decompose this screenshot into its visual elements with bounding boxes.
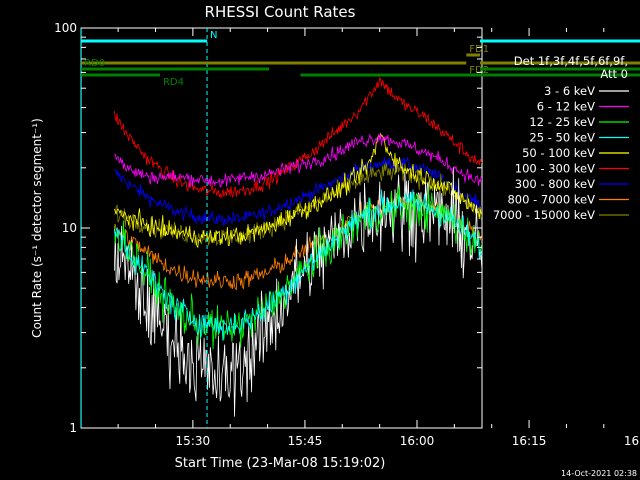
y-tick-label-3: 100: [54, 21, 77, 35]
legend-detector-label: Det 1f,3f,4f,5f,6f,9f,: [514, 54, 628, 68]
legend-label-1: 3 - 6 keV: [544, 84, 595, 98]
state-bar-label-fd1: FD1: [469, 44, 489, 55]
series-line-12-25-kev: [114, 185, 482, 350]
legend: Det 1f,3f,4f,5f,6f,9f, Att 0 3 - 6 keV 6 …: [493, 54, 629, 222]
legend-label-3: 12 - 25 keV: [529, 115, 595, 129]
x-axis-label: Start Time (23-Mar-08 15:19:02): [175, 456, 386, 471]
legend-label-7: 300 - 800 keV: [515, 177, 595, 191]
y-tick-label-2: 10: [62, 221, 77, 235]
series-line-6-12-kev: [114, 133, 482, 188]
legend-label-9: 7000 - 15000 keV: [493, 208, 595, 222]
series-line-25-50-kev: [114, 189, 482, 341]
x-tick-label-1: 15:30: [176, 434, 211, 448]
legend-label-4: 25 - 50 keV: [529, 131, 595, 145]
annotation-layer: N FD1 FD2 RD0 RD4: [80, 28, 640, 428]
legend-label-8: 800 - 7000 keV: [507, 193, 595, 207]
y-tick-label-1: 1: [69, 421, 77, 435]
series-line-50-100-kev: [114, 132, 482, 249]
y-axis-label: Count Rate (s⁻¹ detector segment⁻¹): [30, 118, 44, 338]
x-tick-label-5: 16:30: [624, 434, 640, 448]
series-line-100-300-kev: [114, 76, 482, 198]
state-bar-label-rd0: RD0: [84, 58, 105, 69]
state-bar-label-rd4: RD4: [163, 77, 184, 88]
legend-attenuator-label: Att 0: [600, 67, 628, 81]
series-layer: [114, 76, 482, 417]
state-bar-label-fd2: FD2: [469, 65, 489, 76]
chart-title: RHESSI Count Rates: [205, 3, 356, 21]
legend-label-2: 6 - 12 keV: [537, 100, 595, 114]
x-tick-label-3: 16:00: [400, 434, 435, 448]
x-tick-label-2: 15:45: [288, 434, 323, 448]
legend-label-5: 50 - 100 keV: [522, 146, 595, 160]
x-tick-label-4: 16:15: [512, 434, 547, 448]
legend-label-6: 100 - 300 keV: [515, 162, 595, 176]
footer-timestamp: 14-Oct-2021 02:38: [561, 469, 637, 478]
state-bar-label-n: N: [210, 30, 217, 41]
